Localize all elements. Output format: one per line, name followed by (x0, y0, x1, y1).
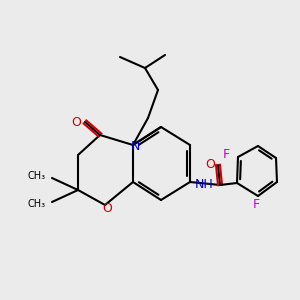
Text: N: N (130, 140, 140, 152)
Text: F: F (252, 199, 260, 212)
Text: O: O (71, 116, 81, 128)
Text: NH: NH (195, 178, 213, 191)
Text: CH₃: CH₃ (28, 171, 46, 181)
Text: CH₃: CH₃ (28, 199, 46, 209)
Text: O: O (102, 202, 112, 214)
Text: O: O (205, 158, 215, 170)
Text: F: F (222, 148, 230, 161)
